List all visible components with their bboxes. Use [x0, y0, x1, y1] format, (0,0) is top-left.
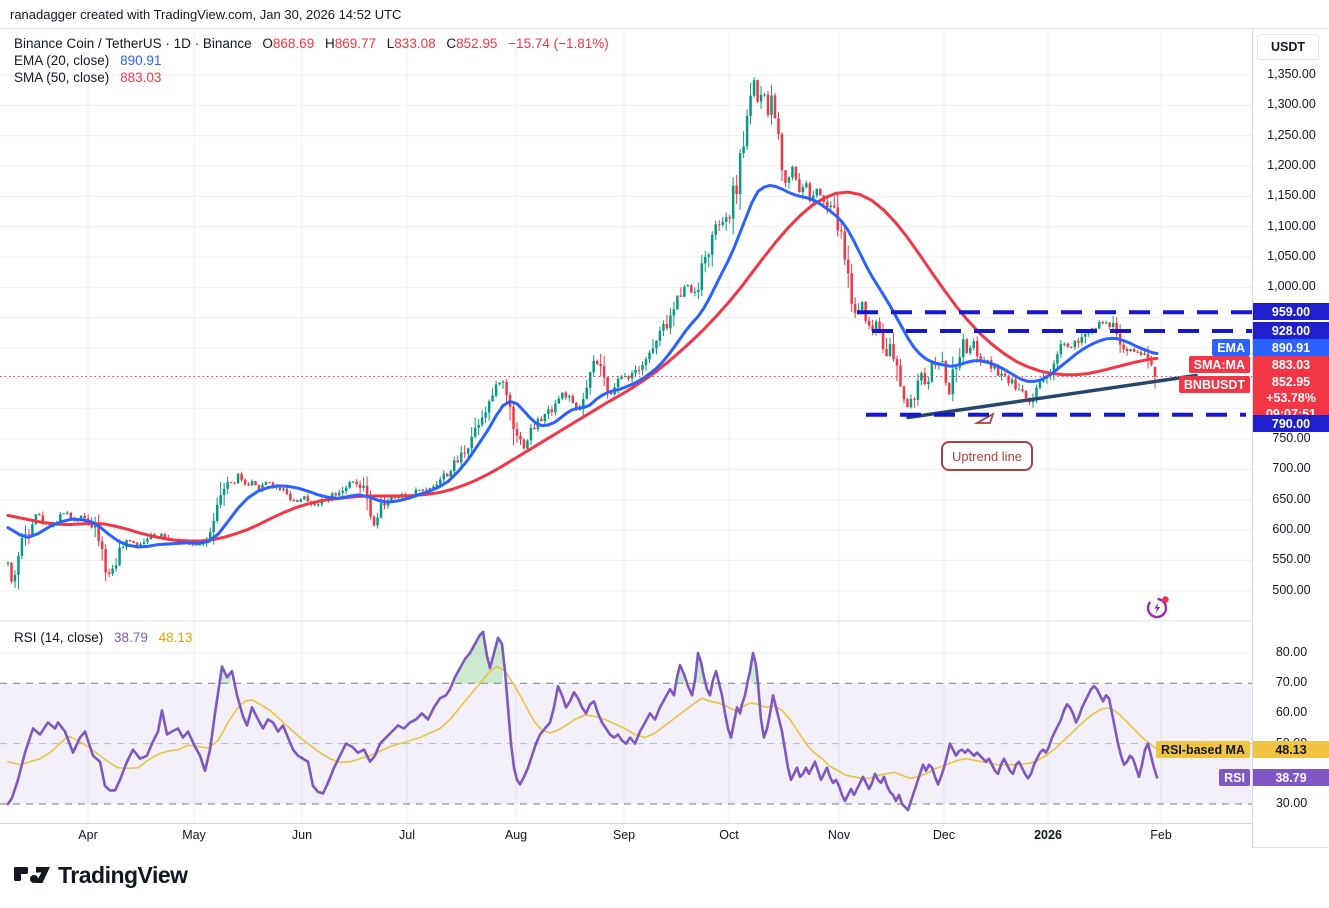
rsi-tick: 30.00	[1275, 796, 1308, 810]
time-tick-Dec: Dec	[932, 828, 956, 842]
time-tick-2026: 2026	[1034, 828, 1062, 842]
rsi-ma-tag: RSI-based MA	[1155, 741, 1250, 759]
sma-label: SMA (50, close)	[14, 70, 110, 85]
symbol-row[interactable]: Binance Coin / TetherUS · 1D · Binance O…	[14, 35, 609, 52]
rsi-tag: RSI	[1219, 769, 1250, 787]
price-tick: 750.00	[1272, 431, 1311, 446]
rsi-label: RSI (14, close)	[14, 630, 104, 645]
symbol-price-tag: BNBUSDT	[1178, 376, 1250, 393]
tradingview-logo[interactable]: TradingView	[14, 860, 188, 890]
chart-canvas[interactable]	[0, 29, 1329, 847]
ohlc-open-label: O	[262, 36, 273, 51]
tradingview-wordmark: TradingView	[58, 861, 188, 888]
sma-tag: SMA:MA	[1188, 356, 1250, 373]
price-tick: 1,200.00	[1267, 158, 1316, 172]
rsi-tick: 70.00	[1275, 675, 1308, 690]
change-value: −15.74 (−1.81%)	[508, 36, 609, 51]
ohlc-high-value: 869.77	[334, 36, 377, 51]
sma-price-label: 883.03	[1253, 356, 1329, 373]
price-axis[interactable]: 1,350.00 1,300.00 1,250.00 1,200.00 1,150.00…	[1252, 29, 1329, 847]
level-790-label: 790.00	[1253, 415, 1329, 432]
price-tick: 1,050.00	[1267, 249, 1316, 263]
price-tick: 1,300.00	[1267, 97, 1316, 112]
price-tick: 600.00	[1272, 522, 1311, 537]
rsi-axis-label: 38.79	[1253, 769, 1329, 787]
price-tick: 1,250.00	[1267, 127, 1316, 142]
sma-legend-row[interactable]: SMA (50, close) 883.03	[14, 69, 609, 86]
ohlc-close-value: 852.95	[456, 36, 498, 51]
ema-legend-row[interactable]: EMA (20, close) 890.91	[14, 52, 609, 69]
tradingview-logomark	[14, 867, 50, 883]
ema-tag: EMA	[1212, 339, 1250, 356]
ohlc-low-label: L	[386, 36, 395, 51]
flash-mode-icon[interactable]	[1146, 595, 1170, 619]
ema-value: 890.91	[120, 53, 162, 68]
price-tick: 1,100.00	[1267, 218, 1316, 233]
price-legend: Binance Coin / TetherUS · 1D · Binance O…	[14, 35, 609, 86]
change-percent-value: +53.78%	[1266, 391, 1316, 405]
last-price-label: 852.95 +53.78% 09:07:51	[1253, 373, 1329, 423]
last-price-value: 852.95	[1271, 375, 1311, 389]
attribution-text: ranadagger created with TradingView.com,…	[10, 7, 402, 22]
symbol-title: Binance Coin / TetherUS · 1D · Binance	[14, 36, 252, 51]
ohlc-close-label: C	[446, 36, 457, 51]
time-tick-Oct: Oct	[719, 828, 739, 842]
ohlc-low-value: 833.08	[394, 36, 436, 51]
rsi-ma-value: 48.13	[158, 630, 193, 645]
sma-value: 883.03	[120, 70, 162, 85]
level-928-label: 928.00	[1253, 322, 1329, 339]
time-tick-Feb: Feb	[1150, 828, 1172, 842]
chart-widget: Binance Coin / TetherUS · 1D · Binance O…	[0, 28, 1329, 848]
uptrend-line-callout[interactable]: Uptrend line	[941, 441, 1033, 471]
ema-price-label: 890.91	[1253, 339, 1329, 356]
time-tick-Apr: Apr	[78, 828, 98, 842]
uptrend-callout-text: Uptrend line	[951, 448, 1023, 464]
level-959-label: 959.00	[1253, 303, 1329, 320]
time-tick-Jun: Jun	[291, 828, 313, 842]
ema-label: EMA (20, close)	[14, 53, 110, 68]
time-tick-Aug: Aug	[504, 828, 528, 842]
ohlc-open-value: 868.69	[272, 36, 315, 51]
time-tick-Nov: Nov	[827, 828, 851, 842]
rsi-tick: 80.00	[1275, 645, 1308, 659]
price-tick: 650.00	[1272, 491, 1311, 506]
price-tick: 700.00	[1272, 461, 1311, 476]
time-tick-Jul: Jul	[399, 828, 415, 842]
time-tick-May: May	[182, 828, 206, 842]
price-tick: 550.00	[1272, 552, 1311, 567]
rsi-ma-axis-label: 48.13	[1253, 741, 1329, 759]
rsi-value: 38.79	[114, 630, 148, 645]
ohlc-high-label: H	[324, 36, 335, 51]
price-tick: 500.00	[1272, 582, 1311, 597]
time-axis[interactable]: Apr May Jun Jul Aug Sep Oct Nov Dec 2026 Feb	[0, 823, 1252, 848]
candles	[6, 77, 1157, 590]
price-tick: 1,150.00	[1267, 188, 1316, 203]
price-tick: 1,350.00	[1267, 67, 1316, 81]
currency-button[interactable]: USDT	[1257, 34, 1319, 60]
rsi-tick: 60.00	[1275, 705, 1308, 720]
price-tick: 1,000.00	[1267, 279, 1316, 294]
rsi-legend[interactable]: RSI (14, close) 38.79 48.13	[14, 629, 192, 646]
time-tick-Sep: Sep	[612, 828, 636, 842]
